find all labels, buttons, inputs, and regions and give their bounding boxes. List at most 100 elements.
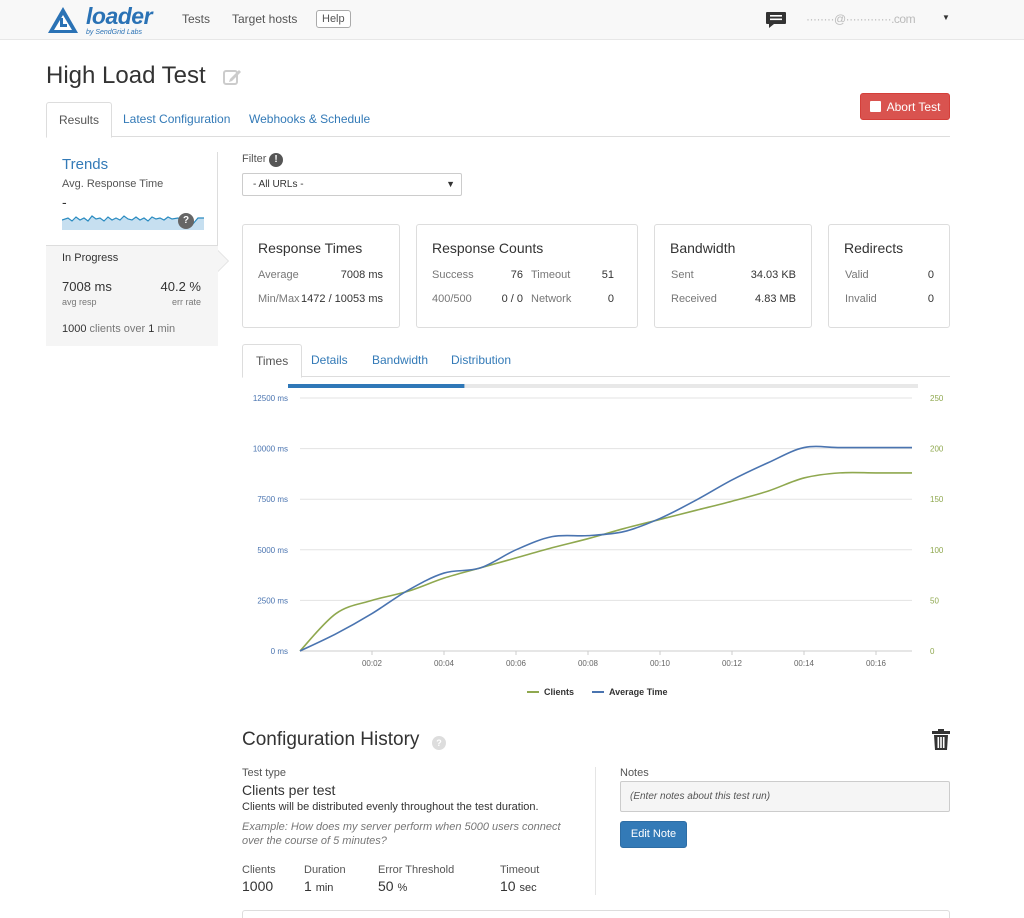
chart-tabs: Times Details Bandwidth Distribution: [242, 344, 950, 378]
tab-bandwidth[interactable]: Bandwidth: [372, 353, 429, 367]
timeout-label: Timeout: [500, 864, 540, 876]
status-arrow: [218, 251, 228, 271]
clients-value: 1000: [242, 878, 274, 894]
abort-test-button[interactable]: Abort Test: [860, 93, 950, 120]
invalid-value: 0: [927, 293, 934, 305]
status-label: In Progress: [62, 252, 119, 264]
url-filter-select[interactable]: - All URLs - ▼: [242, 173, 462, 196]
y-left-tick-label: 12500 ms: [253, 394, 288, 403]
legend-label: Average Time: [609, 687, 668, 697]
x-tick-label: 00:08: [578, 659, 599, 668]
in-progress-summary: In Progress 7008 ms 40.2 % avg resp err …: [46, 245, 218, 346]
avg-resp-caption: avg resp: [62, 297, 97, 307]
error-threshold-unit: %: [397, 882, 408, 894]
timeout-value: 10: [500, 878, 516, 894]
success-label: Success: [432, 269, 474, 281]
nav-help-button[interactable]: Help: [316, 10, 351, 28]
clients-text: clients over: [89, 323, 146, 335]
clients-count: 1000: [62, 323, 87, 335]
notes-label: Notes: [620, 767, 649, 779]
nav-tests-link[interactable]: Tests: [182, 12, 211, 26]
y-left-tick-label: 2500 ms: [257, 596, 288, 605]
edit-note-button[interactable]: Edit Note: [620, 821, 687, 848]
y-right-tick-label: 150: [930, 495, 944, 504]
err-rate-caption: err rate: [171, 297, 201, 307]
x-tick-label: 00:12: [722, 659, 743, 668]
sent-value: 34.03 KB: [750, 269, 796, 281]
bandwidth-panel: Bandwidth Sent 34.03 KB Received 4.83 MB: [654, 224, 812, 328]
top-navbar: loader by SendGrid Labs Tests Target hos…: [0, 0, 1024, 40]
tab-times[interactable]: Times: [242, 344, 303, 378]
stop-icon: [869, 101, 881, 112]
tab-distribution[interactable]: Distribution: [451, 353, 512, 367]
y-left-tick-label: 10000 ms: [253, 445, 288, 454]
panel-title: Redirects: [844, 240, 904, 256]
loader-logo-icon: [48, 7, 78, 33]
duration-field: 1 min: [304, 878, 333, 894]
duration-label: Duration: [304, 864, 346, 876]
average-label: Average: [258, 269, 299, 281]
legend-label: Clients: [544, 687, 574, 697]
response-times-chart: 0 ms 0 2500 ms 50 5000 ms 100 7500 ms 150 10000 …: [253, 384, 944, 697]
duration-unit: min: [315, 882, 334, 894]
logo-tagline: by SendGrid Labs: [86, 28, 143, 36]
configuration-history-title: Configuration History: [242, 729, 420, 750]
err-rate-value: 40.2 %: [160, 279, 201, 294]
edit-title-icon[interactable]: [222, 67, 242, 87]
x-tick-label: 00:06: [506, 659, 527, 668]
tab-results[interactable]: Results: [46, 102, 113, 138]
main-tabs: Results Latest Configuration Webhooks & …: [46, 102, 950, 138]
test-type-label: Test type: [242, 767, 287, 779]
duration-value: 1: [148, 323, 155, 335]
url-filter-value: - All URLs -: [253, 179, 304, 190]
test-type-example: Example: How does my server perform when…: [242, 821, 561, 847]
loader-logo[interactable]: loader by SendGrid Labs: [46, 2, 153, 36]
valid-value: 0: [927, 269, 934, 281]
chat-icon[interactable]: [765, 11, 787, 29]
trash-icon[interactable]: [932, 729, 950, 751]
sent-label: Sent: [671, 269, 694, 281]
chevron-down-icon: ▼: [446, 179, 455, 189]
notes-field[interactable]: (Enter notes about this test run): [620, 781, 950, 812]
average-value: 7008 ms: [340, 269, 383, 281]
http-errors-label: 400/500: [432, 293, 472, 305]
y-left-tick-label: 5000 ms: [257, 546, 288, 555]
response-counts-panel: Response Counts Success 76 Timeout 51 40…: [416, 224, 638, 328]
timeout-unit: sec: [519, 882, 537, 894]
clients-label: Clients: [242, 864, 276, 876]
received-label: Received: [671, 293, 717, 305]
trends-subtitle: Avg. Response Time: [62, 178, 164, 190]
y-right-tick-label: 50: [930, 596, 939, 605]
error-threshold-label: Error Threshold: [378, 864, 455, 876]
http-errors-value: 0 / 0: [501, 293, 523, 305]
page-title: High Load Test: [46, 62, 206, 89]
filter-info-icon[interactable]: !: [269, 153, 283, 167]
nav-target-hosts-link[interactable]: Target hosts: [232, 12, 298, 26]
y-right-tick-label: 0: [930, 647, 935, 656]
test-type-description: Clients will be distributed evenly throu…: [242, 801, 539, 813]
timeout-label: Timeout: [531, 269, 571, 281]
trends-value: -: [62, 194, 67, 210]
response-times-panel: Response Times Average 7008 ms Min/Max 1…: [242, 224, 400, 328]
user-email-menu[interactable]: ········@·············.com: [806, 12, 916, 26]
trends-title[interactable]: Trends: [62, 156, 109, 173]
minmax-label: Min/Max: [258, 293, 300, 305]
duration-value: 1: [304, 878, 312, 894]
minmax-value: 1472 / 10053 ms: [301, 293, 383, 305]
tab-webhooks-schedule[interactable]: Webhooks & Schedule: [249, 112, 371, 126]
tab-details[interactable]: Details: [311, 353, 348, 367]
logo-wordmark: loader: [86, 2, 153, 29]
caret-down-icon[interactable]: ▼: [942, 13, 950, 22]
test-type-value: Clients per test: [242, 782, 336, 798]
y-right-tick-label: 100: [930, 546, 944, 555]
avg-resp-value: 7008 ms: [62, 279, 112, 294]
tab-latest-configuration[interactable]: Latest Configuration: [123, 112, 231, 126]
y-left-tick-label: 7500 ms: [257, 495, 288, 504]
progress-fill: [288, 384, 465, 388]
timeout-field: 10 sec: [500, 878, 537, 894]
y-right-tick-label: 250: [930, 394, 944, 403]
network-value: 0: [607, 293, 614, 305]
sparkline-help-icon[interactable]: ?: [178, 213, 194, 229]
clients-summary: 1000 clients over 1 min: [62, 323, 175, 335]
help-icon[interactable]: ?: [432, 736, 446, 750]
